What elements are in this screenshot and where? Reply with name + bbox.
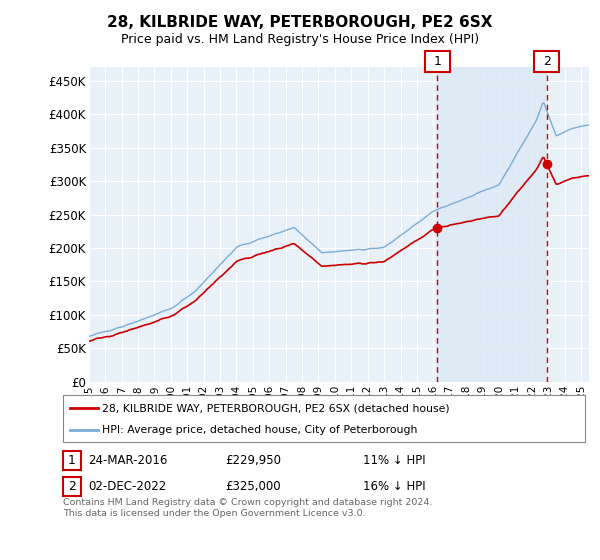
Text: Contains HM Land Registry data © Crown copyright and database right 2024.
This d: Contains HM Land Registry data © Crown c… [63, 498, 433, 518]
Text: HPI: Average price, detached house, City of Peterborough: HPI: Average price, detached house, City… [102, 425, 418, 435]
Text: Price paid vs. HM Land Registry's House Price Index (HPI): Price paid vs. HM Land Registry's House … [121, 32, 479, 46]
Text: £325,000: £325,000 [225, 479, 281, 493]
Text: £229,950: £229,950 [225, 454, 281, 467]
Text: 2: 2 [543, 55, 551, 68]
Text: 1: 1 [434, 55, 442, 68]
Text: 28, KILBRIDE WAY, PETERBOROUGH, PE2 6SX (detached house): 28, KILBRIDE WAY, PETERBOROUGH, PE2 6SX … [102, 403, 449, 413]
Text: 02-DEC-2022: 02-DEC-2022 [88, 479, 166, 493]
Text: 2: 2 [68, 479, 76, 493]
Text: 16% ↓ HPI: 16% ↓ HPI [363, 479, 425, 493]
Bar [437, 67, 547, 382]
Text: 11% ↓ HPI: 11% ↓ HPI [363, 454, 425, 467]
Text: 24-MAR-2016: 24-MAR-2016 [88, 454, 167, 467]
Text: 1: 1 [68, 454, 76, 467]
Text: 28, KILBRIDE WAY, PETERBOROUGH, PE2 6SX: 28, KILBRIDE WAY, PETERBOROUGH, PE2 6SX [107, 15, 493, 30]
